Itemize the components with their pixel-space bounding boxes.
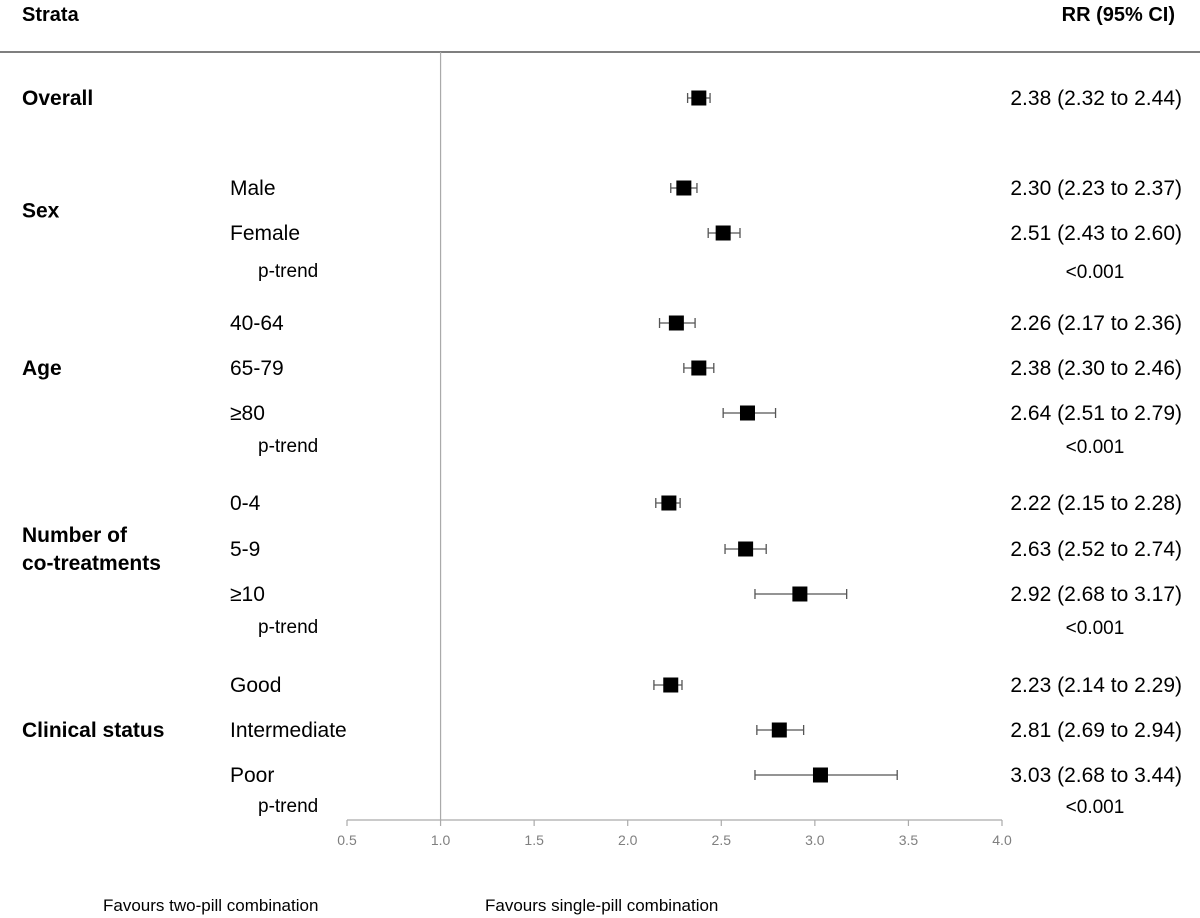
p-trend-label: p-trend [258,796,318,817]
rr-ci-value: 2.63 (2.52 to 2.74) [1010,538,1182,561]
point-estimate-marker [663,677,679,693]
x-tick-label: 1.0 [431,832,451,848]
rr-ci-value: 2.51 (2.43 to 2.60) [1010,222,1182,245]
x-axis: 0.5 1.0 1.5 2.0 2.5 3.0 3.5 4.0 [337,819,1012,848]
group-label: Overall [22,87,93,110]
subgroup-label: Male [230,177,276,200]
rr-ci-value: 2.92 (2.68 to 3.17) [1010,583,1182,606]
rr-ci-value: 3.03 (2.68 to 3.44) [1010,764,1182,787]
group-label: Sex [22,200,60,223]
rr-ci-header: RR (95% CI) [1062,4,1175,26]
subgroup-label: 0-4 [230,492,261,515]
p-trend-value: <0.001 [1066,797,1125,818]
point-estimate-marker [738,541,754,557]
p-trend-value: <0.001 [1066,618,1125,639]
p-trend-value: <0.001 [1066,262,1125,283]
subgroup-label: 40-64 [230,312,284,335]
rr-ci-value: 2.26 (2.17 to 2.36) [1010,312,1182,335]
subgroup-label: Female [230,222,300,245]
rr-ci-value: 2.23 (2.14 to 2.29) [1010,674,1182,697]
point-estimate-marker [668,315,684,331]
rr-ci-value: 2.30 (2.23 to 2.37) [1010,177,1182,200]
x-tick-label: 0.5 [337,832,357,848]
p-trend-label: p-trend [258,261,318,282]
subgroup-label: ≥10 [230,583,265,606]
p-trend-value: <0.001 [1066,437,1125,458]
favours-single-pill-label: Favours single-pill combination [485,896,718,915]
subgroup-label: 5-9 [230,538,260,561]
point-estimate-marker [792,586,808,602]
strata-header: Strata [22,4,80,26]
rr-ci-value: 2.38 (2.30 to 2.46) [1010,357,1182,380]
x-tick-label: 2.5 [712,832,732,848]
subgroup-label: Good [230,674,281,697]
x-tick-label: 1.5 [524,832,544,848]
x-tick-label: 3.0 [805,832,825,848]
subgroup-label: Intermediate [230,719,347,742]
p-trend-label: p-trend [258,436,318,457]
x-tick-label: 3.5 [899,832,919,848]
point-estimate-marker [812,767,828,783]
rr-ci-value: 2.38 (2.32 to 2.44) [1010,87,1182,110]
point-estimate-marker [691,90,707,106]
subgroup-label: Poor [230,764,274,787]
rr-ci-value: 2.81 (2.69 to 2.94) [1010,719,1182,742]
plot-area: Overall 2.38 (2.32 to 2.44) Sex Male 2.30 (2… [22,52,1182,820]
point-estimate-marker [771,722,787,738]
group-label: Clinical status [22,719,164,742]
group-label: Number of co-treatments [22,524,161,575]
rr-ci-value: 2.22 (2.15 to 2.28) [1010,492,1182,515]
x-tick-label: 2.0 [618,832,638,848]
subgroup-label: ≥80 [230,402,265,425]
favours-two-pill-label: Favours two-pill combination [103,896,318,915]
rr-ci-value: 2.64 (2.51 to 2.79) [1010,402,1182,425]
point-estimate-marker [715,225,731,241]
p-trend-label: p-trend [258,617,318,638]
point-estimate-marker [691,360,707,376]
point-estimate-marker [739,405,755,421]
point-estimate-marker [676,180,692,196]
group-label: Age [22,357,62,380]
subgroup-label: 65-79 [230,357,284,380]
point-estimate-marker [661,495,677,511]
x-tick-label: 4.0 [992,832,1012,848]
